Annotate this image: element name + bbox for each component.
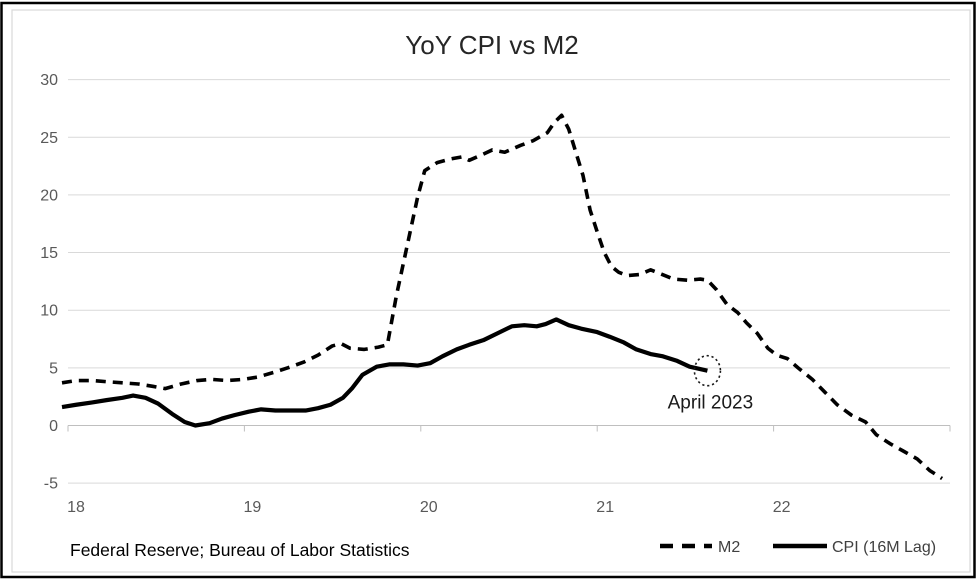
annotation-group: April 2023 [668,354,754,414]
x-tick-label: 18 [67,499,85,516]
y-tick-label: 15 [40,245,58,262]
series-layer [61,113,944,481]
y-tick-label: 25 [40,130,58,147]
y-tick-label: 10 [40,303,58,320]
legend-m2-label: M2 [718,539,740,556]
m2-line [61,113,944,481]
x-tick-label: 22 [773,499,791,516]
source-note: Federal Reserve; Bureau of Labor Statist… [70,540,410,560]
chart-frame [11,9,971,573]
x-tick-label: 20 [420,499,438,516]
y-tick-label: 5 [49,360,58,377]
legend: M2 CPI (16M Lag) [660,539,936,556]
x-tick-label: 19 [244,499,262,516]
y-tick-label: -5 [44,476,58,493]
y-tick-label: 30 [40,72,58,89]
x-tick-label: 21 [596,499,614,516]
grid-layer: 30 25 20 15 10 5 0 -5 18 19 20 21 22 [40,72,951,516]
y-tick-label: 0 [49,418,58,435]
legend-cpi-label: CPI (16M Lag) [832,539,936,556]
chart-title: YoY CPI vs M2 [405,30,578,60]
annotation-label: April 2023 [668,393,754,414]
cpi-line [61,317,708,428]
y-tick-label: 20 [40,187,58,204]
annotation-circle [693,354,722,387]
